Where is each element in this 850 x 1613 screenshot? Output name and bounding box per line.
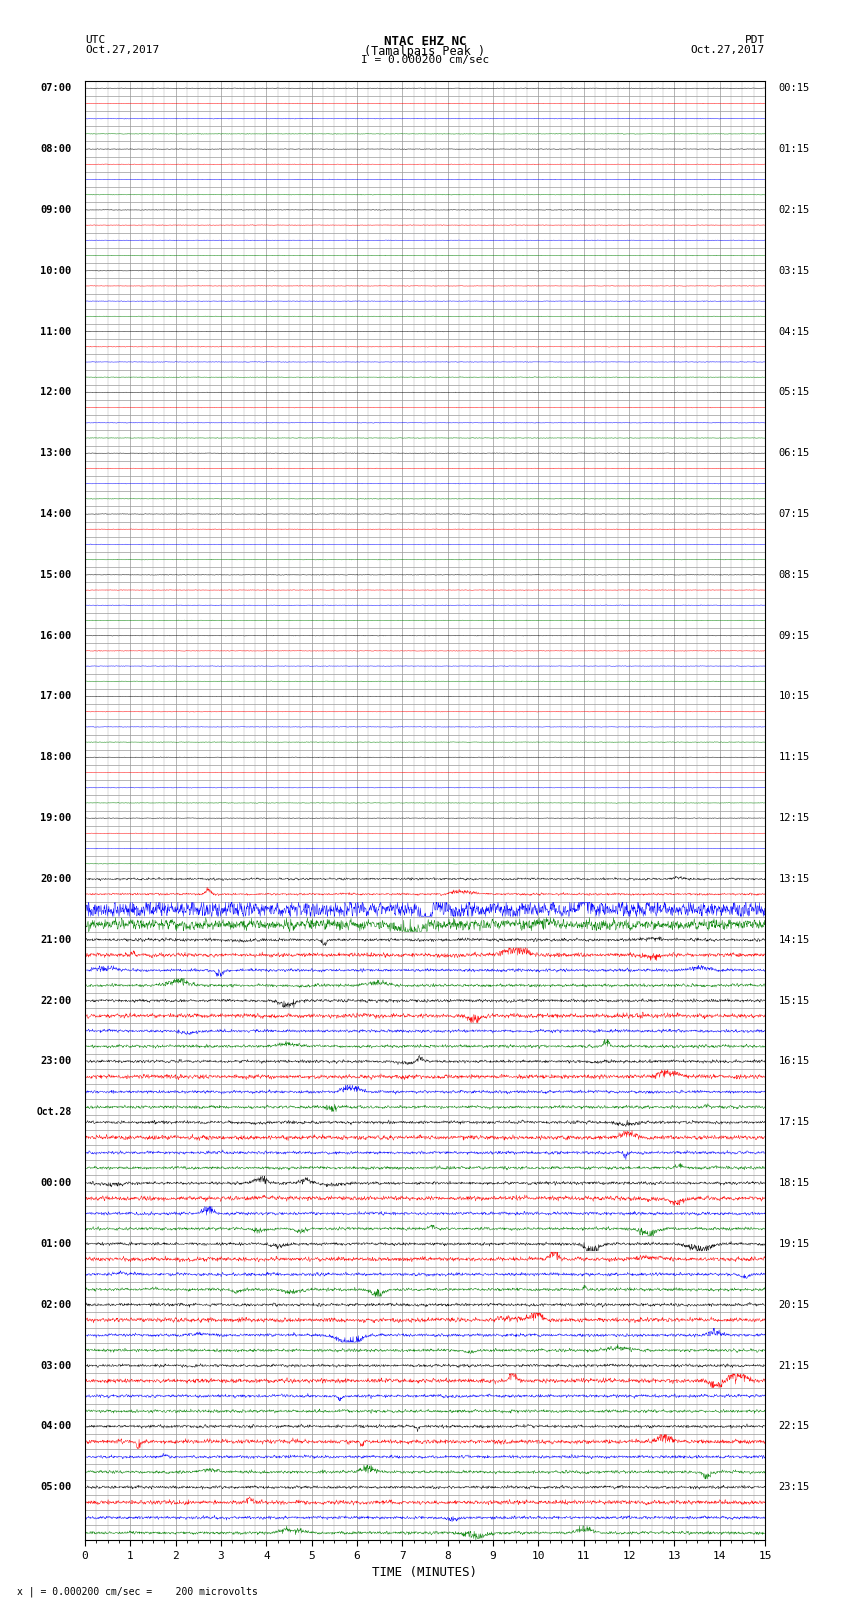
Text: 22:00: 22:00 [40,995,71,1005]
Text: x | = 0.000200 cm/sec =    200 microvolts: x | = 0.000200 cm/sec = 200 microvolts [17,1586,258,1597]
Text: 07:15: 07:15 [779,510,810,519]
Text: 05:00: 05:00 [40,1482,71,1492]
Text: 23:15: 23:15 [779,1482,810,1492]
X-axis label: TIME (MINUTES): TIME (MINUTES) [372,1566,478,1579]
Text: 02:15: 02:15 [779,205,810,215]
Text: 11:15: 11:15 [779,752,810,763]
Text: 12:00: 12:00 [40,387,71,397]
Text: 04:00: 04:00 [40,1421,71,1431]
Text: 08:15: 08:15 [779,569,810,579]
Text: 12:15: 12:15 [779,813,810,823]
Text: 03:00: 03:00 [40,1360,71,1371]
Text: 00:15: 00:15 [779,84,810,94]
Text: 20:00: 20:00 [40,874,71,884]
Text: 20:15: 20:15 [779,1300,810,1310]
Text: Oct.27,2017: Oct.27,2017 [691,45,765,55]
Text: 17:15: 17:15 [779,1118,810,1127]
Text: 19:15: 19:15 [779,1239,810,1248]
Text: 06:15: 06:15 [779,448,810,458]
Text: 13:15: 13:15 [779,874,810,884]
Text: 11:00: 11:00 [40,326,71,337]
Text: 16:00: 16:00 [40,631,71,640]
Text: 09:00: 09:00 [40,205,71,215]
Text: 05:15: 05:15 [779,387,810,397]
Text: 22:15: 22:15 [779,1421,810,1431]
Text: 09:15: 09:15 [779,631,810,640]
Text: 18:15: 18:15 [779,1177,810,1189]
Text: 19:00: 19:00 [40,813,71,823]
Text: 08:00: 08:00 [40,144,71,155]
Text: (Tamalpais Peak ): (Tamalpais Peak ) [365,45,485,58]
Text: 10:00: 10:00 [40,266,71,276]
Text: 18:00: 18:00 [40,752,71,763]
Text: 23:00: 23:00 [40,1057,71,1066]
Text: 13:00: 13:00 [40,448,71,458]
Text: 17:00: 17:00 [40,692,71,702]
Text: Oct.28: Oct.28 [37,1107,71,1116]
Text: PDT: PDT [745,35,765,45]
Text: 04:15: 04:15 [779,326,810,337]
Text: NTAC EHZ NC: NTAC EHZ NC [383,35,467,48]
Text: 03:15: 03:15 [779,266,810,276]
Text: 21:00: 21:00 [40,936,71,945]
Text: UTC: UTC [85,35,105,45]
Text: 21:15: 21:15 [779,1360,810,1371]
Text: I = 0.000200 cm/sec: I = 0.000200 cm/sec [361,55,489,65]
Text: 07:00: 07:00 [40,84,71,94]
Text: 01:15: 01:15 [779,144,810,155]
Text: 15:15: 15:15 [779,995,810,1005]
Text: 14:15: 14:15 [779,936,810,945]
Text: 02:00: 02:00 [40,1300,71,1310]
Text: 14:00: 14:00 [40,510,71,519]
Text: 10:15: 10:15 [779,692,810,702]
Text: 00:00: 00:00 [40,1177,71,1189]
Text: 01:00: 01:00 [40,1239,71,1248]
Text: Oct.27,2017: Oct.27,2017 [85,45,159,55]
Text: 16:15: 16:15 [779,1057,810,1066]
Text: 15:00: 15:00 [40,569,71,579]
